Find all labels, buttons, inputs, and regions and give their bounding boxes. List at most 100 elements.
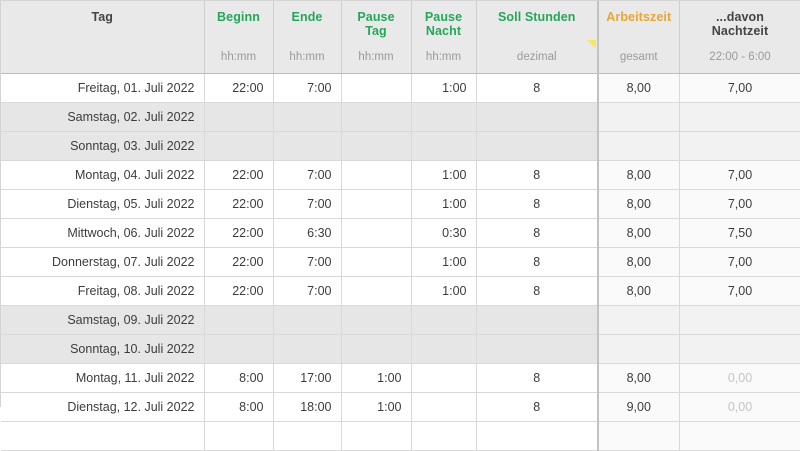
cell-beginn[interactable]: 22:00 bbox=[204, 73, 274, 103]
cell-ende[interactable]: 7:00 bbox=[273, 160, 342, 190]
cell-beginn[interactable]: 22:00 bbox=[204, 247, 274, 277]
cell-pause-nacht[interactable] bbox=[411, 363, 477, 393]
cell-pause-tag[interactable] bbox=[341, 218, 412, 248]
cell-pause-tag[interactable] bbox=[341, 73, 412, 103]
cell-pause-tag[interactable] bbox=[341, 276, 412, 306]
cell-nachtzeit[interactable]: 7,00 bbox=[679, 189, 800, 219]
cell-pause-tag[interactable] bbox=[341, 189, 412, 219]
cell-soll-stunden[interactable] bbox=[476, 421, 599, 451]
cell-pause-tag[interactable] bbox=[341, 334, 412, 364]
cell-ende[interactable] bbox=[273, 131, 342, 161]
column-header-beginn[interactable]: Beginn hh:mm bbox=[204, 1, 274, 74]
cell-pause-nacht[interactable] bbox=[411, 421, 477, 451]
cell-tag[interactable] bbox=[1, 421, 205, 451]
cell-arbeitszeit[interactable]: 8,00 bbox=[597, 73, 680, 103]
cell-pause-tag[interactable] bbox=[341, 421, 412, 451]
cell-tag[interactable]: Dienstag, 05. Juli 2022 bbox=[1, 189, 205, 219]
cell-beginn[interactable] bbox=[204, 421, 274, 451]
cell-tag[interactable]: Freitag, 08. Juli 2022 bbox=[1, 276, 205, 306]
cell-arbeitszeit[interactable] bbox=[597, 102, 680, 132]
cell-tag[interactable]: Samstag, 09. Juli 2022 bbox=[1, 305, 205, 335]
cell-pause-nacht[interactable] bbox=[411, 102, 477, 132]
cell-ende[interactable] bbox=[273, 421, 342, 451]
cell-nachtzeit[interactable]: 7,00 bbox=[679, 160, 800, 190]
cell-pause-nacht[interactable] bbox=[411, 334, 477, 364]
cell-tag[interactable]: Samstag, 02. Juli 2022 bbox=[1, 102, 205, 132]
column-header-arbeitszeit[interactable]: Arbeitszeit gesamt bbox=[597, 1, 680, 74]
table-row[interactable] bbox=[1, 421, 800, 451]
cell-nachtzeit[interactable]: 7,50 bbox=[679, 218, 800, 248]
table-row[interactable]: Samstag, 02. Juli 2022 bbox=[1, 102, 800, 132]
column-header-tag[interactable]: Tag bbox=[1, 1, 205, 74]
cell-soll-stunden[interactable] bbox=[476, 131, 599, 161]
cell-beginn[interactable]: 22:00 bbox=[204, 189, 274, 219]
cell-nachtzeit[interactable] bbox=[679, 334, 800, 364]
cell-ende[interactable]: 17:00 bbox=[273, 363, 342, 393]
cell-pause-tag[interactable] bbox=[341, 160, 412, 190]
cell-ende[interactable]: 7:00 bbox=[273, 73, 342, 103]
cell-tag[interactable]: Montag, 04. Juli 2022 bbox=[1, 160, 205, 190]
cell-arbeitszeit[interactable]: 8,00 bbox=[597, 189, 680, 219]
column-header-soll-stunden[interactable]: Soll Stunden dezimal bbox=[476, 1, 599, 74]
cell-ende[interactable] bbox=[273, 102, 342, 132]
cell-tag[interactable]: Donnerstag, 07. Juli 2022 bbox=[1, 247, 205, 277]
cell-beginn[interactable] bbox=[204, 131, 274, 161]
cell-beginn[interactable]: 22:00 bbox=[204, 276, 274, 306]
cell-beginn[interactable] bbox=[204, 334, 274, 364]
cell-pause-tag[interactable]: 1:00 bbox=[341, 363, 412, 393]
cell-beginn[interactable]: 22:00 bbox=[204, 160, 274, 190]
cell-ende[interactable] bbox=[273, 305, 342, 335]
cell-arbeitszeit[interactable]: 8,00 bbox=[597, 276, 680, 306]
cell-tag[interactable]: Sonntag, 10. Juli 2022 bbox=[1, 334, 205, 364]
cell-beginn[interactable]: 22:00 bbox=[204, 218, 274, 248]
cell-nachtzeit[interactable]: 0,00 bbox=[679, 363, 800, 393]
cell-arbeitszeit[interactable]: 8,00 bbox=[597, 363, 680, 393]
cell-pause-tag[interactable] bbox=[341, 102, 412, 132]
cell-nachtzeit[interactable]: 7,00 bbox=[679, 73, 800, 103]
cell-tag[interactable]: Montag, 11. Juli 2022 bbox=[1, 363, 205, 393]
cell-ende[interactable]: 7:00 bbox=[273, 189, 342, 219]
cell-pause-nacht[interactable]: 1:00 bbox=[411, 160, 477, 190]
table-row[interactable]: Dienstag, 12. Juli 2022 8:00 18:00 1:00 8 9,0… bbox=[1, 392, 800, 422]
cell-soll-stunden[interactable]: 8 bbox=[476, 73, 599, 103]
table-row[interactable]: Montag, 04. Juli 2022 22:00 7:00 1:00 8 8,00 7… bbox=[1, 160, 800, 190]
cell-ende[interactable]: 18:00 bbox=[273, 392, 342, 422]
cell-pause-tag[interactable] bbox=[341, 305, 412, 335]
cell-soll-stunden[interactable]: 8 bbox=[476, 218, 599, 248]
cell-beginn[interactable] bbox=[204, 102, 274, 132]
column-header-pause-tag[interactable]: Pause Tag hh:mm bbox=[341, 1, 412, 74]
cell-beginn[interactable]: 8:00 bbox=[204, 392, 274, 422]
cell-nachtzeit[interactable] bbox=[679, 131, 800, 161]
cell-arbeitszeit[interactable] bbox=[597, 421, 680, 451]
cell-arbeitszeit[interactable] bbox=[597, 334, 680, 364]
table-row[interactable]: Dienstag, 05. Juli 2022 22:00 7:00 1:00 8 8,0… bbox=[1, 189, 800, 219]
cell-pause-nacht[interactable]: 1:00 bbox=[411, 73, 477, 103]
table-row[interactable]: Montag, 11. Juli 2022 8:00 17:00 1:00 8 8,00 0… bbox=[1, 363, 800, 393]
cell-nachtzeit[interactable] bbox=[679, 102, 800, 132]
cell-beginn[interactable] bbox=[204, 305, 274, 335]
cell-pause-nacht[interactable]: 0:30 bbox=[411, 218, 477, 248]
cell-pause-nacht[interactable]: 1:00 bbox=[411, 247, 477, 277]
cell-tag[interactable]: Mittwoch, 06. Juli 2022 bbox=[1, 218, 205, 248]
cell-soll-stunden[interactable]: 8 bbox=[476, 276, 599, 306]
table-row[interactable]: Freitag, 01. Juli 2022 22:00 7:00 1:00 8 8,00… bbox=[1, 73, 800, 103]
cell-nachtzeit[interactable] bbox=[679, 305, 800, 335]
column-header-nachtzeit[interactable]: ...davon Nachtzeit 22:00 - 6:00 bbox=[679, 1, 800, 74]
cell-arbeitszeit[interactable]: 8,00 bbox=[597, 160, 680, 190]
cell-ende[interactable]: 6:30 bbox=[273, 218, 342, 248]
cell-nachtzeit[interactable]: 0,00 bbox=[679, 392, 800, 422]
cell-ende[interactable]: 7:00 bbox=[273, 247, 342, 277]
cell-pause-nacht[interactable] bbox=[411, 392, 477, 422]
cell-soll-stunden[interactable]: 8 bbox=[476, 392, 599, 422]
cell-arbeitszeit[interactable]: 9,00 bbox=[597, 392, 680, 422]
cell-pause-nacht[interactable]: 1:00 bbox=[411, 189, 477, 219]
cell-arbeitszeit[interactable]: 8,00 bbox=[597, 247, 680, 277]
cell-pause-nacht[interactable]: 1:00 bbox=[411, 276, 477, 306]
cell-soll-stunden[interactable]: 8 bbox=[476, 363, 599, 393]
cell-nachtzeit[interactable] bbox=[679, 421, 800, 451]
cell-pause-tag[interactable]: 1:00 bbox=[341, 392, 412, 422]
cell-ende[interactable] bbox=[273, 334, 342, 364]
cell-beginn[interactable]: 8:00 bbox=[204, 363, 274, 393]
cell-tag[interactable]: Dienstag, 12. Juli 2022 bbox=[1, 392, 205, 422]
cell-soll-stunden[interactable]: 8 bbox=[476, 189, 599, 219]
